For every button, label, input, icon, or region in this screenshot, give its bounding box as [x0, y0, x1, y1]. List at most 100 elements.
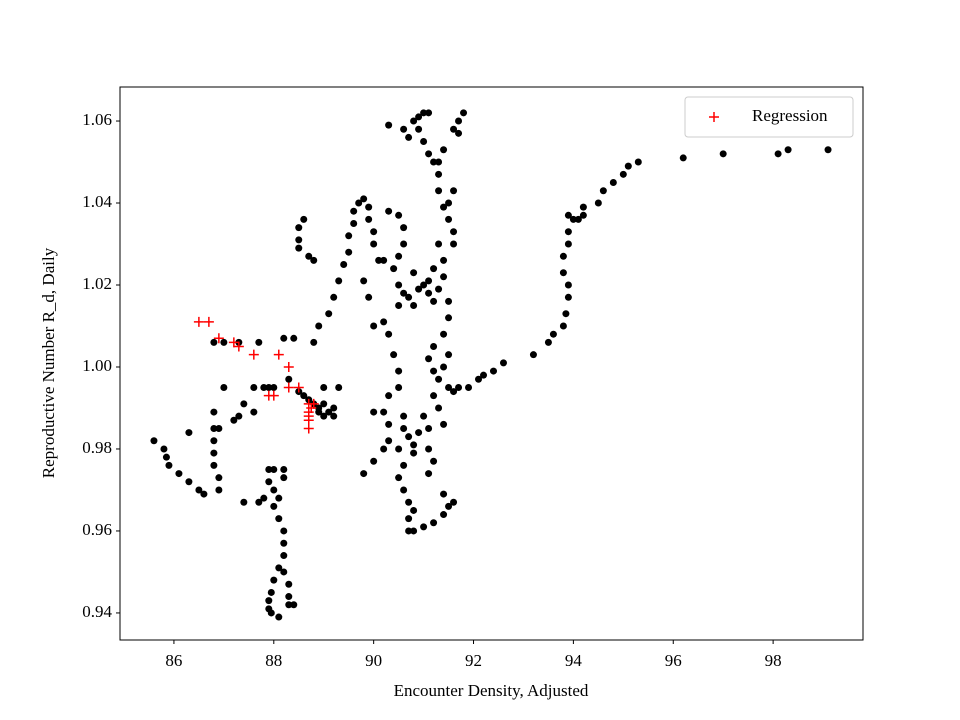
data-point	[275, 494, 283, 502]
data-point	[420, 281, 428, 289]
regression-point	[283, 361, 294, 372]
data-point	[390, 265, 398, 273]
data-point	[415, 429, 423, 437]
data-point	[475, 375, 483, 383]
data-point	[450, 498, 458, 506]
data-point	[594, 199, 602, 207]
y-tick-label: 1.00	[82, 356, 112, 375]
data-point	[300, 215, 308, 223]
data-point	[210, 338, 218, 346]
data-point	[425, 445, 433, 453]
data-point	[215, 486, 223, 494]
data-point	[564, 228, 572, 236]
data-point	[435, 285, 443, 293]
data-point	[430, 457, 438, 465]
data-point	[240, 498, 248, 506]
data-point	[450, 125, 458, 133]
data-point	[295, 224, 303, 232]
regression-point	[303, 423, 314, 434]
data-point	[330, 293, 338, 301]
data-point	[215, 474, 223, 482]
data-point	[445, 314, 453, 322]
y-tick-label: 0.96	[82, 520, 112, 539]
data-point	[410, 527, 418, 535]
data-point	[430, 367, 438, 375]
regression-point	[203, 316, 214, 327]
data-point	[445, 351, 453, 359]
data-point	[440, 256, 448, 264]
data-point	[165, 461, 173, 469]
data-point	[310, 256, 318, 264]
data-point	[415, 113, 423, 121]
data-point	[445, 502, 453, 510]
data-point	[400, 224, 408, 232]
data-point	[719, 150, 727, 158]
data-point	[400, 486, 408, 494]
data-point	[435, 240, 443, 248]
data-point	[420, 523, 428, 531]
data-point	[365, 203, 373, 211]
data-point	[562, 310, 570, 318]
data-point	[425, 277, 433, 285]
plot-frame	[119, 86, 864, 641]
data-point	[450, 388, 458, 396]
regression-point	[228, 337, 239, 348]
data-point	[440, 420, 448, 428]
data-point	[415, 285, 423, 293]
data-point	[450, 228, 458, 236]
data-point	[267, 609, 275, 617]
data-point	[210, 424, 218, 432]
data-point	[440, 146, 448, 154]
data-point	[569, 215, 577, 223]
data-point	[824, 146, 832, 154]
data-point	[435, 375, 443, 383]
data-point	[455, 383, 463, 391]
regression-point	[283, 382, 294, 393]
data-point	[624, 162, 632, 170]
data-point	[380, 408, 388, 416]
data-point	[265, 383, 273, 391]
data-point	[260, 494, 268, 502]
data-point	[774, 150, 782, 158]
data-point	[430, 342, 438, 350]
data-point	[564, 281, 572, 289]
data-point	[280, 334, 288, 342]
data-point	[405, 433, 413, 441]
data-point	[285, 593, 293, 601]
data-point	[480, 371, 488, 379]
data-point	[385, 420, 393, 428]
data-point	[410, 449, 418, 457]
data-point	[280, 539, 288, 547]
data-point	[410, 269, 418, 277]
data-point	[784, 146, 792, 154]
data-point	[290, 601, 298, 609]
data-point	[162, 453, 170, 461]
data-point	[440, 203, 448, 211]
data-point	[465, 383, 473, 391]
data-point	[350, 207, 358, 215]
data-point	[445, 297, 453, 305]
data-point	[270, 486, 278, 494]
data-point	[425, 109, 433, 117]
data-point	[579, 203, 587, 211]
data-point	[440, 363, 448, 371]
data-point	[634, 158, 642, 166]
data-point	[285, 580, 293, 588]
data-point	[405, 133, 413, 141]
data-point	[265, 597, 273, 605]
legend-box	[684, 96, 854, 138]
data-point	[425, 289, 433, 297]
data-point	[350, 220, 358, 228]
legend-label: Regression	[752, 106, 828, 125]
data-point	[420, 109, 428, 117]
data-point	[445, 215, 453, 223]
data-point	[380, 318, 388, 326]
data-point	[275, 515, 283, 523]
data-point	[285, 375, 293, 383]
data-point	[345, 248, 353, 256]
data-point	[325, 408, 333, 416]
data-point	[425, 470, 433, 478]
data-point	[415, 125, 423, 133]
data-point	[210, 408, 218, 416]
